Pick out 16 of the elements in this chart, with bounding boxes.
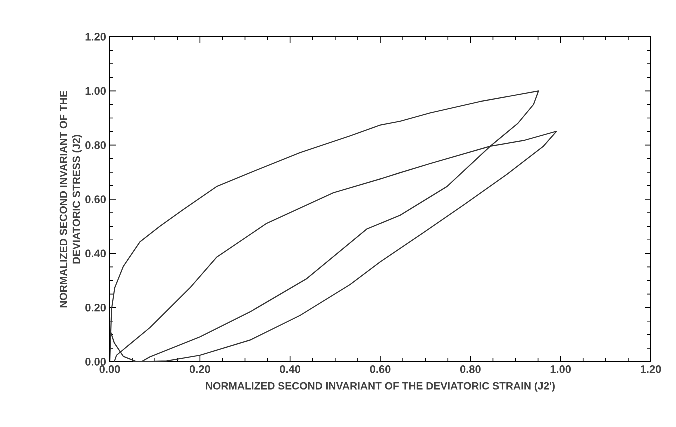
x-tick-label: 0.80 xyxy=(460,366,481,374)
y-axis-title: NORMALIZED SECOND INVARIANT OF THE DEVIATORIC STRESS (J2) xyxy=(60,91,82,308)
x-axis-title: NORMALIZED SECOND INVARIANT OF THE DEVIATORIC STRAIN (J2') xyxy=(206,382,555,392)
x-tick-label: 0.40 xyxy=(280,366,301,374)
y-tick-label: 0.00 xyxy=(86,358,106,366)
y-tick-label: 1.00 xyxy=(86,87,106,96)
x-tick-label: 0.60 xyxy=(370,366,391,374)
x-tick-label: 0.00 xyxy=(100,366,120,374)
x-tick-label: 1.20 xyxy=(641,366,662,374)
x-tick-label: 1.00 xyxy=(550,366,572,374)
y-tick-label: 0.20 xyxy=(86,304,106,312)
y-tick-label: 0.40 xyxy=(86,250,106,258)
x-tick-label: 0.20 xyxy=(190,366,210,374)
y-tick-label: 0.80 xyxy=(86,141,106,150)
y-tick-label: 0.60 xyxy=(86,196,106,204)
y-tick-label: 1.20 xyxy=(86,33,106,41)
